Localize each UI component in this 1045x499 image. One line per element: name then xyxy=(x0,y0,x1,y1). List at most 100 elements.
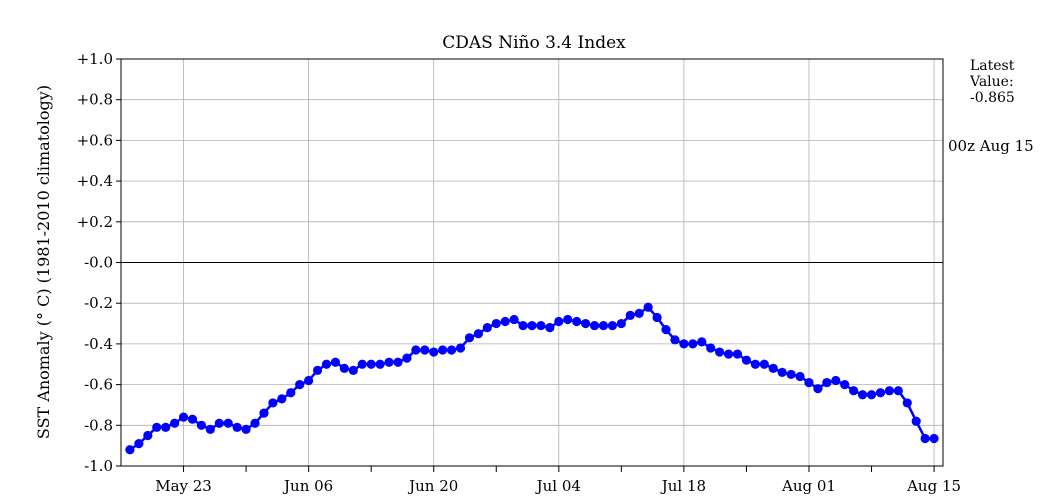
data-point xyxy=(286,388,296,398)
x-axis: May 23 Jun 06 Jun 20 Jul 04 Jul 18 Aug 01 Aug … xyxy=(155,466,961,495)
data-point xyxy=(795,371,805,382)
y-tick-label: +0.8 xyxy=(77,91,113,109)
data-point xyxy=(482,323,492,333)
data-point xyxy=(598,320,609,331)
data-point xyxy=(607,320,618,331)
data-point xyxy=(643,302,653,312)
data-point xyxy=(670,335,680,345)
data-point xyxy=(679,339,689,349)
data-point xyxy=(804,377,814,388)
data-point xyxy=(205,424,215,434)
x-tick-label: Aug 15 xyxy=(906,477,961,495)
data-point xyxy=(178,412,189,422)
data-point xyxy=(715,347,725,357)
data-point xyxy=(232,422,242,432)
data-point xyxy=(187,414,198,424)
data-point xyxy=(786,369,796,380)
data-point xyxy=(304,375,314,386)
data-point xyxy=(572,316,582,327)
data-point xyxy=(857,390,868,400)
data-point xyxy=(750,359,760,369)
data-point xyxy=(411,345,421,355)
x-tick-label: May 23 xyxy=(155,477,212,495)
data-point xyxy=(866,390,877,400)
y-axis-label: SST Anomaly (° C) (1981-2010 climatology… xyxy=(34,85,53,439)
data-point xyxy=(777,367,787,377)
y-tick-label: +0.4 xyxy=(77,172,113,190)
data-point xyxy=(152,422,162,432)
data-point xyxy=(312,365,323,375)
data-point xyxy=(723,349,734,359)
data-point xyxy=(455,343,466,353)
y-tick-label: -0.2 xyxy=(84,294,113,312)
x-tick-label: Jul 04 xyxy=(535,477,581,495)
y-tick-label: -0.8 xyxy=(84,416,113,434)
data-point xyxy=(902,398,912,408)
data-point xyxy=(143,430,153,441)
data-point xyxy=(893,386,903,396)
data-point xyxy=(277,394,287,404)
data-point xyxy=(420,345,430,355)
x-tick-label: Jul 18 xyxy=(660,477,706,495)
latest-label-line1: Latest xyxy=(970,58,1015,74)
data-point xyxy=(295,380,305,390)
data-point xyxy=(464,333,475,343)
series-niño34 xyxy=(125,302,939,455)
latest-value-box: Latest Value: -0.865 xyxy=(970,58,1015,107)
latest-timestamp: 00z Aug 15 xyxy=(948,137,1034,155)
data-point xyxy=(384,357,394,367)
data-point xyxy=(625,310,635,321)
data-point xyxy=(321,359,332,369)
data-point xyxy=(500,316,510,327)
data-point xyxy=(473,329,483,339)
data-point xyxy=(402,353,412,363)
data-point xyxy=(125,445,135,455)
x-tick-label: Jun 20 xyxy=(407,477,458,495)
data-point xyxy=(438,345,448,355)
x-tick-label: Aug 01 xyxy=(781,477,836,495)
data-point xyxy=(652,312,662,323)
y-tick-label: -1.0 xyxy=(84,457,113,475)
chart-title: CDAS Niño 3.4 Index xyxy=(442,33,626,53)
data-point xyxy=(509,314,519,325)
data-point xyxy=(429,347,439,357)
y-tick-label: +1.0 xyxy=(77,50,113,68)
data-point xyxy=(268,398,278,408)
data-point xyxy=(527,320,537,331)
data-point xyxy=(214,418,224,428)
data-point xyxy=(241,424,251,434)
data-point xyxy=(554,316,564,327)
y-tick-label: +0.2 xyxy=(77,213,113,231)
data-point xyxy=(581,318,591,329)
data-point xyxy=(831,375,841,386)
data-point xyxy=(589,320,600,331)
latest-value: -0.865 xyxy=(970,90,1015,106)
data-point xyxy=(813,384,823,394)
data-point xyxy=(393,357,403,367)
data-point xyxy=(223,418,233,428)
data-point xyxy=(849,386,859,396)
data-point xyxy=(196,420,207,430)
y-tick-label: -0.0 xyxy=(84,254,113,272)
data-point xyxy=(688,339,698,349)
data-point xyxy=(134,439,144,449)
data-point xyxy=(929,433,939,444)
data-point xyxy=(170,418,180,428)
data-point xyxy=(634,308,644,318)
data-point xyxy=(339,363,349,373)
data-point xyxy=(822,377,832,388)
data-point xyxy=(491,318,501,329)
data-point xyxy=(840,380,850,390)
data-point xyxy=(563,314,573,325)
data-point xyxy=(697,337,707,347)
data-point xyxy=(875,388,886,398)
data-point xyxy=(920,433,930,444)
data-point xyxy=(348,365,358,375)
latest-label-line2: Value: xyxy=(970,74,1014,90)
data-point xyxy=(911,416,921,426)
y-tick-label: -0.6 xyxy=(84,376,113,394)
data-point xyxy=(446,345,457,355)
data-point xyxy=(161,422,171,432)
data-point xyxy=(768,363,778,373)
